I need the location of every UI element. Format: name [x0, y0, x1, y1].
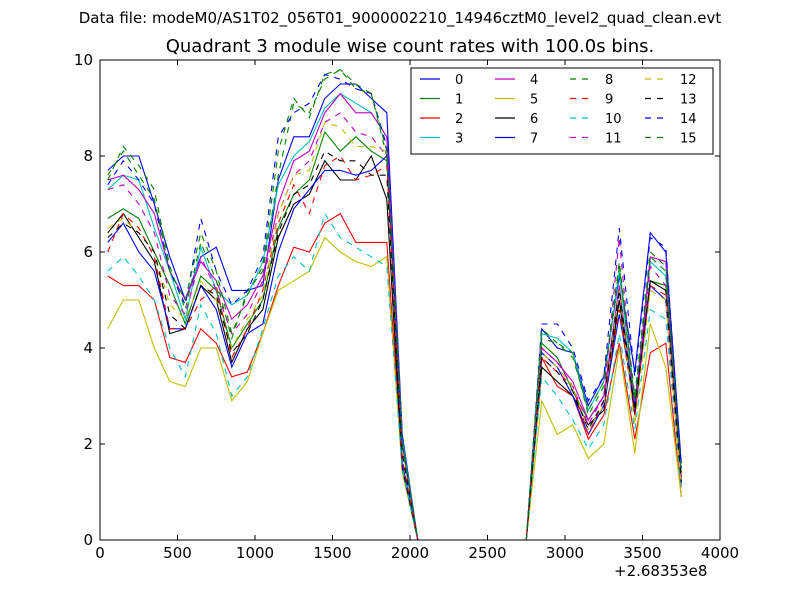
series-line-12 — [107, 121, 682, 540]
y-tick-label: 10 — [74, 51, 93, 69]
legend-label-4: 4 — [530, 73, 538, 88]
x-tick-label: 4000 — [701, 544, 739, 562]
legend-label-8: 8 — [605, 73, 613, 88]
y-tick-label: 0 — [83, 531, 93, 549]
series-line-15 — [107, 68, 682, 540]
series-line-6 — [107, 154, 682, 540]
y-tick-label: 2 — [83, 435, 93, 453]
chart-title: Quadrant 3 module wise count rates with … — [165, 36, 655, 57]
series-line-8 — [107, 68, 682, 540]
legend-label-15: 15 — [680, 132, 697, 147]
legend-label-14: 14 — [680, 112, 697, 127]
legend-label-2: 2 — [455, 112, 463, 127]
legend-label-11: 11 — [605, 132, 622, 147]
x-tick-label: 2500 — [468, 544, 506, 562]
legend-label-7: 7 — [530, 132, 538, 147]
legend-label-5: 5 — [530, 93, 538, 108]
x-tick-label: 0 — [95, 544, 105, 562]
legend-label-6: 6 — [530, 112, 538, 127]
legend-label-9: 9 — [605, 93, 613, 108]
legend-label-12: 12 — [680, 73, 697, 88]
x-tick-label: 1000 — [236, 544, 274, 562]
legend-label-13: 13 — [680, 93, 697, 108]
series-line-10 — [107, 212, 682, 540]
x-tick-label: 500 — [163, 544, 192, 562]
legend-label-1: 1 — [455, 93, 463, 108]
y-tick-label: 4 — [83, 339, 93, 357]
legend-label-10: 10 — [605, 112, 622, 127]
x-tick-label: 1500 — [313, 544, 351, 562]
series-line-13 — [107, 150, 682, 540]
legend-label-3: 3 — [455, 132, 463, 147]
figure-suptitle: Data file: modeM0/AS1T02_056T01_90000022… — [78, 9, 722, 27]
legend-box — [410, 67, 714, 155]
x-axis-offset-label: +2.68353e8 — [614, 562, 708, 580]
x-tick-label: 3000 — [546, 544, 584, 562]
x-tick-label: 3500 — [623, 544, 661, 562]
y-tick-label: 6 — [83, 243, 93, 261]
series-line-2 — [107, 212, 682, 540]
series-group — [107, 68, 682, 540]
series-line-9 — [107, 155, 682, 540]
x-tick-label: 2000 — [391, 544, 429, 562]
y-tick-label: 8 — [83, 147, 93, 165]
series-line-14 — [107, 73, 682, 540]
legend-label-0: 0 — [455, 73, 463, 88]
